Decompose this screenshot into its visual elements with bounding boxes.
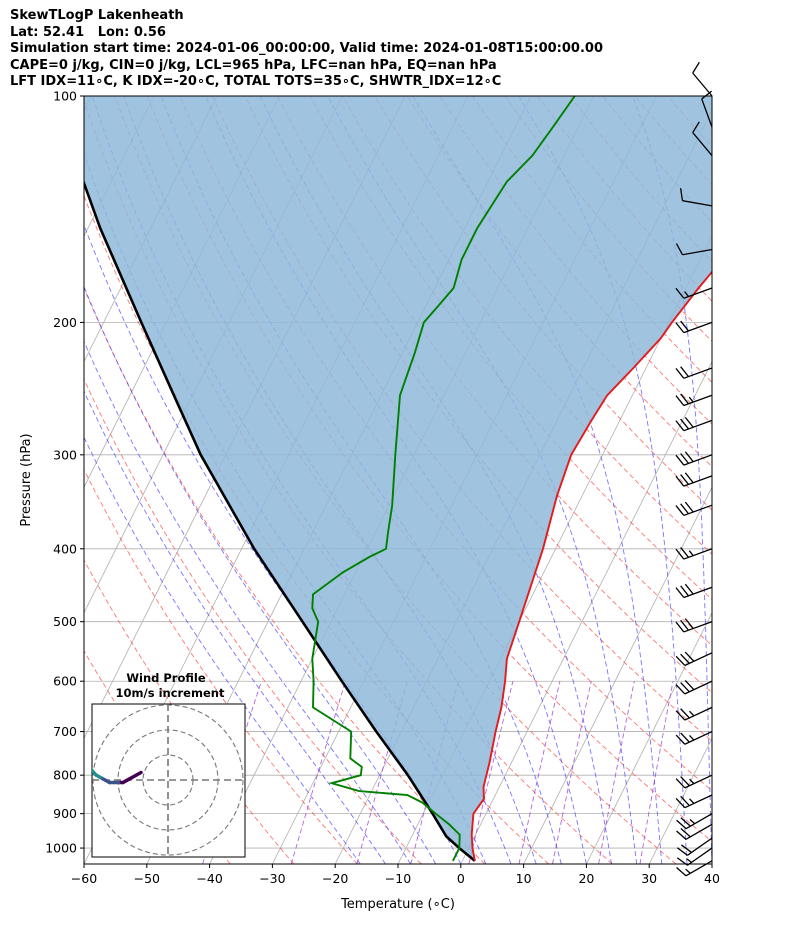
dewpoint-line <box>311 96 576 862</box>
mixing-ratio-line <box>356 681 408 864</box>
parcel-line <box>84 179 476 862</box>
wind-barb <box>675 501 713 517</box>
x-tick-label: −30 <box>259 871 285 886</box>
wind-barb <box>675 730 713 745</box>
wind-barb <box>692 61 713 97</box>
mixing-ratio-line <box>552 681 592 864</box>
dry-adiabat <box>439 96 712 425</box>
wind-barb <box>679 188 713 207</box>
cin-area <box>84 96 712 861</box>
moist-adiabat <box>518 96 688 864</box>
y-tick-label: 200 <box>53 315 77 330</box>
isotherm-20 <box>586 611 712 864</box>
y-tick-label: 900 <box>53 806 77 821</box>
inset-subtitle: 10m/s increment <box>116 686 225 700</box>
inset-title: Wind Profile <box>126 671 206 685</box>
wind-barb <box>675 794 713 809</box>
chart-header: SkewTLogP Lakenheath Lat: 52.41 Lon: 0.5… <box>10 8 603 91</box>
wind-barb <box>675 583 713 599</box>
moist-adiabat <box>84 285 437 864</box>
location-line: Lat: 52.41 Lon: 0.56 <box>10 24 166 40</box>
chart-title: SkewTLogP Lakenheath <box>10 8 184 23</box>
wind-barb <box>675 472 713 487</box>
isotherm-50 <box>775 96 794 864</box>
data-layer <box>84 96 712 862</box>
x-tick-label: −40 <box>196 871 222 886</box>
isotherm--120 <box>84 96 92 112</box>
wind-barb <box>675 243 713 256</box>
cape-line: CAPE=0 j/kg, CIN=0 j/kg, LCL=965 hPa, LF… <box>10 57 497 73</box>
isotherm-0 <box>460 360 712 864</box>
x-tick-label: 30 <box>641 871 657 886</box>
mixing-ratio-line <box>598 681 635 864</box>
wind-barb <box>675 320 713 334</box>
x-tick-label: 20 <box>578 871 594 886</box>
temperature-line <box>470 270 712 862</box>
wind-barbs <box>675 61 713 877</box>
y-axis-label: Pressure (hPa) <box>19 433 34 526</box>
wind-barb <box>675 651 713 667</box>
dry-adiabat <box>146 96 712 843</box>
wind-barb <box>701 90 713 128</box>
x-tick-label: 40 <box>704 871 720 886</box>
dry-adiabat <box>84 378 422 864</box>
isotherm--110 <box>84 96 155 237</box>
inset-plot <box>65 704 245 857</box>
y-tick-label: 300 <box>53 447 77 462</box>
x-axis-label: Temperature (∘C) <box>340 897 455 912</box>
wind-barb <box>676 860 713 877</box>
x-tick-label: −10 <box>385 871 411 886</box>
isotherm-40 <box>711 863 712 864</box>
wind-barb <box>675 706 713 721</box>
wind-barb <box>675 287 713 299</box>
dry-adiabat <box>374 96 712 511</box>
wind-barb <box>692 121 713 156</box>
mixing-ratio-line <box>468 681 514 864</box>
wind-barb <box>676 823 713 840</box>
wind-barb <box>676 837 713 856</box>
wind-barb <box>676 813 713 830</box>
wind-barb <box>675 680 713 695</box>
y-tick-label: 1000 <box>45 841 77 856</box>
y-tick-label: 100 <box>53 89 77 104</box>
wind-barb <box>675 451 713 466</box>
mixing-ratio-line <box>518 681 561 864</box>
y-tick-label: 400 <box>53 541 77 556</box>
dry-adiabat <box>179 96 712 792</box>
x-tick-label: 0 <box>457 871 465 886</box>
y-tick-label: 800 <box>53 768 77 783</box>
hodograph-segment <box>65 763 70 766</box>
y-tick-label: 500 <box>53 614 77 629</box>
ticks-layer: −60 −50 −40 −30 −20 −10 0 10 20 30 40 100 200 300 400 5… <box>45 89 720 887</box>
wind-barb <box>676 847 713 866</box>
wind-barb <box>675 618 713 633</box>
wind-barb <box>675 366 713 379</box>
wind-profile-inset: Wind Profile 10m/s increment <box>65 671 246 858</box>
dry-adiabat <box>407 96 712 468</box>
mixing-ratio-line <box>290 681 346 864</box>
moist-adiabat <box>631 96 712 864</box>
hodograph-segment <box>69 763 74 766</box>
wind-barb <box>675 774 713 789</box>
x-tick-label: 10 <box>516 871 532 886</box>
dry-adiabat <box>84 468 358 864</box>
x-tick-label: −20 <box>322 871 348 886</box>
moist-adiabat <box>84 436 361 864</box>
wind-barb <box>675 416 713 432</box>
y-tick-label: 600 <box>53 674 77 689</box>
indices-line: LFT IDX=11∘C, K IDX=-20∘C, TOTAL TOTS=35… <box>10 74 502 89</box>
hodograph-segment <box>78 768 83 771</box>
x-tick-label: −60 <box>71 871 97 886</box>
x-tick-label: −50 <box>134 871 160 886</box>
time-line: Simulation start time: 2024-01-06_00:00:… <box>10 41 603 56</box>
moist-adiabat <box>84 340 411 864</box>
mixing-ratio-line <box>639 681 674 864</box>
y-tick-label: 700 <box>53 724 77 739</box>
wind-barb <box>675 393 713 407</box>
moist-adiabat <box>84 390 386 864</box>
wind-barb <box>675 547 713 560</box>
